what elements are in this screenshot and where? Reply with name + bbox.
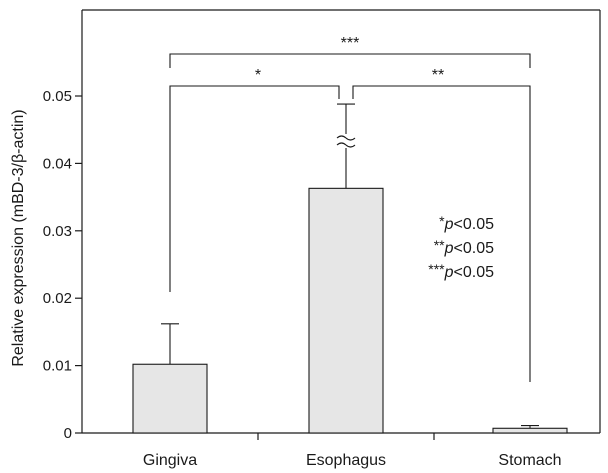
- x-tick-label: Stomach: [498, 452, 561, 469]
- bracket-gingiva-stomach: [169, 53, 531, 68]
- p-value-line: **p<0.05: [434, 237, 494, 257]
- axis-break-mark: [336, 142, 356, 148]
- x-tick-label: Gingiva: [143, 452, 197, 469]
- bracket-gingiva-esophagus: [169, 85, 340, 292]
- y-tick-label: 0.04: [43, 155, 72, 172]
- y-tick-label: 0.05: [43, 88, 72, 105]
- significance-brackets: * *****: [169, 35, 531, 382]
- axis-break-gap: [337, 134, 355, 148]
- labels: 0 0.01 0.02 0.03 0.04 0.05 Gingiva Esophagus Sto…: [43, 88, 562, 469]
- y-tick-label: 0.02: [43, 290, 72, 307]
- bar-stomach: [492, 427, 568, 434]
- significance-label: ***: [341, 35, 360, 52]
- p-value-line: ***p<0.05: [428, 261, 494, 281]
- p-value-line: *p<0.05: [439, 213, 494, 233]
- y-tick-label: 0.03: [43, 223, 72, 240]
- y-tick-label: 0.01: [43, 358, 72, 375]
- bracket-esophagus-stomach: [352, 85, 531, 382]
- y-tick-label: 0: [64, 425, 72, 442]
- y-axis-label: Relative expression (mBD-3/β-actin): [10, 109, 27, 366]
- axis-break-mark: [336, 135, 356, 141]
- bar-esophagus: [308, 187, 384, 434]
- bar-gingiva: [132, 363, 208, 434]
- significance-label: *: [255, 67, 261, 84]
- p-value-annotation: *p<0.05 **p<0.05 ***p<0.05: [428, 213, 494, 281]
- significance-label: **: [432, 67, 444, 84]
- x-tick-label: Esophagus: [306, 452, 386, 469]
- bars: [132, 103, 568, 434]
